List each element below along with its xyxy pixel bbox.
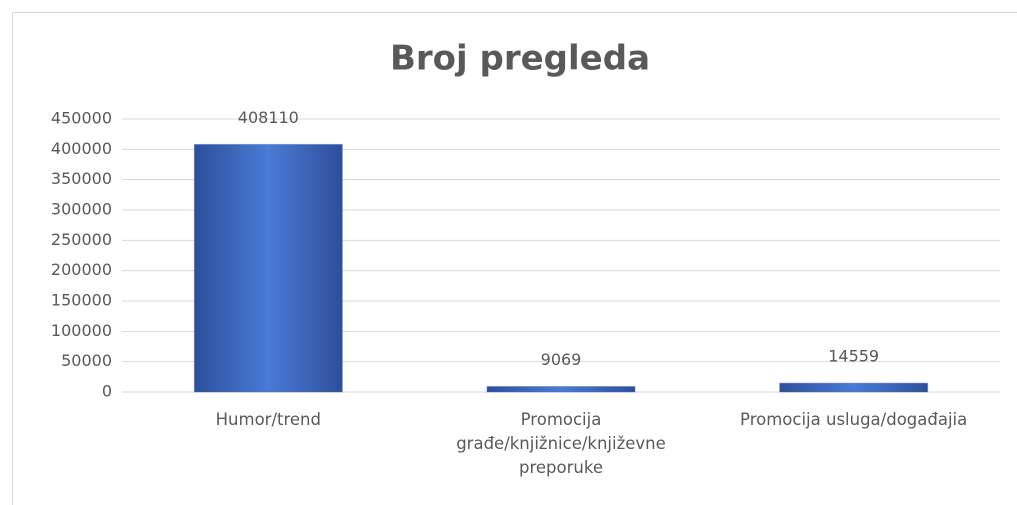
y-tick-label: 150000 [51,291,112,310]
y-tick-label: 50000 [61,351,112,370]
x-tick-label: Humor/trend [215,410,321,429]
x-tick-label: Promocija usluga/događajia [740,410,968,429]
y-tick-label: 200000 [51,260,112,279]
chart-title: Broj pregleda [390,39,650,79]
y-tick-label: 0 [102,382,112,401]
y-tick-label: 400000 [51,139,112,158]
value-label: 9069 [541,350,582,369]
y-tick-label: 300000 [51,200,112,219]
bar [486,385,636,393]
bar [193,143,343,393]
y-tick-label: 450000 [51,109,112,128]
y-tick-label: 100000 [51,321,112,340]
y-tick-label: 250000 [51,230,112,249]
y-tick-label: 350000 [51,169,112,188]
chart-border [12,12,1017,505]
bar [779,382,929,393]
value-label: 14559 [828,347,879,366]
x-tick-label: Promocija građe/knjižnice/književne prep… [456,410,666,477]
value-label: 408110 [238,108,299,127]
